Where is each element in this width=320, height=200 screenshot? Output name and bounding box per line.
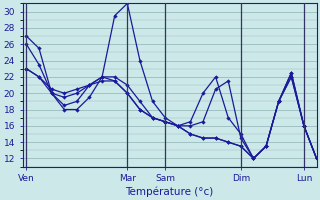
X-axis label: Température (°c): Température (°c): [125, 186, 214, 197]
